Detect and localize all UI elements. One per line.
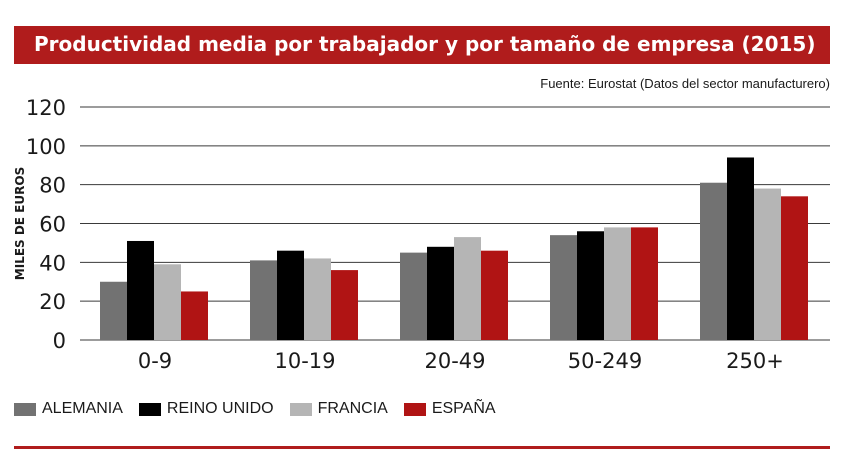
bar xyxy=(550,235,577,340)
chart-title: Productividad media por trabajador y por… xyxy=(34,32,816,56)
legend-label: FRANCIA xyxy=(317,400,388,417)
legend-swatch xyxy=(289,402,312,416)
y-tick-label: 40 xyxy=(39,251,66,275)
bar xyxy=(631,227,658,340)
bar xyxy=(700,182,727,340)
bar xyxy=(250,260,277,340)
bar xyxy=(754,188,781,340)
bar xyxy=(727,157,754,340)
x-tick-label: 50-249 xyxy=(568,349,642,373)
legend-swatch xyxy=(138,402,161,416)
bar xyxy=(454,237,481,340)
y-tick-label: 0 xyxy=(53,329,66,353)
bar xyxy=(181,291,208,340)
legend-item-francia: FRANCIA xyxy=(289,400,388,418)
legend-label: REINO UNIDO xyxy=(166,400,274,417)
y-tick-label: 80 xyxy=(39,174,66,198)
y-tick-label: 120 xyxy=(26,96,66,120)
x-tick-label: 0-9 xyxy=(138,349,172,373)
bar xyxy=(781,196,808,340)
y-tick-label: 60 xyxy=(39,213,66,237)
bar-chart: 0 20 40 60 80 100 120 MILES DE EUROS 0-9 10-19 20-… xyxy=(13,96,830,373)
legend-item-alemania: ALEMANIA xyxy=(14,400,123,418)
legend-item-espana: ESPAÑA xyxy=(403,400,496,418)
bar xyxy=(604,227,631,340)
bar xyxy=(481,250,508,340)
bar xyxy=(304,258,331,340)
bar xyxy=(427,246,454,340)
bottom-rule xyxy=(14,446,830,449)
y-tick-label: 100 xyxy=(26,135,66,159)
y-tick-label: 20 xyxy=(39,290,66,314)
bar xyxy=(277,250,304,340)
x-tick-label: 20-49 xyxy=(424,349,485,373)
bar xyxy=(331,270,358,340)
bar xyxy=(400,252,427,340)
bar xyxy=(154,264,181,340)
title-bar: Productividad media por trabajador y por… xyxy=(14,26,830,64)
legend-label: ALEMANIA xyxy=(42,400,123,417)
legend-item-reino-unido: REINO UNIDO xyxy=(138,400,274,418)
bar xyxy=(577,231,604,340)
bar xyxy=(127,240,154,340)
y-axis-label: MILES DE EUROS xyxy=(13,167,27,280)
x-tick-label: 250+ xyxy=(726,349,784,373)
legend-label: ESPAÑA xyxy=(431,400,496,417)
legend-swatch xyxy=(403,402,426,416)
legend: ALEMANIA REINO UNIDO FRANCIA ESPAÑA xyxy=(14,398,512,420)
bar xyxy=(100,281,127,340)
legend-swatch xyxy=(14,402,36,416)
x-tick-label: 10-19 xyxy=(274,349,335,373)
source-note: Fuente: Eurostat (Datos del sector manuf… xyxy=(540,76,830,91)
